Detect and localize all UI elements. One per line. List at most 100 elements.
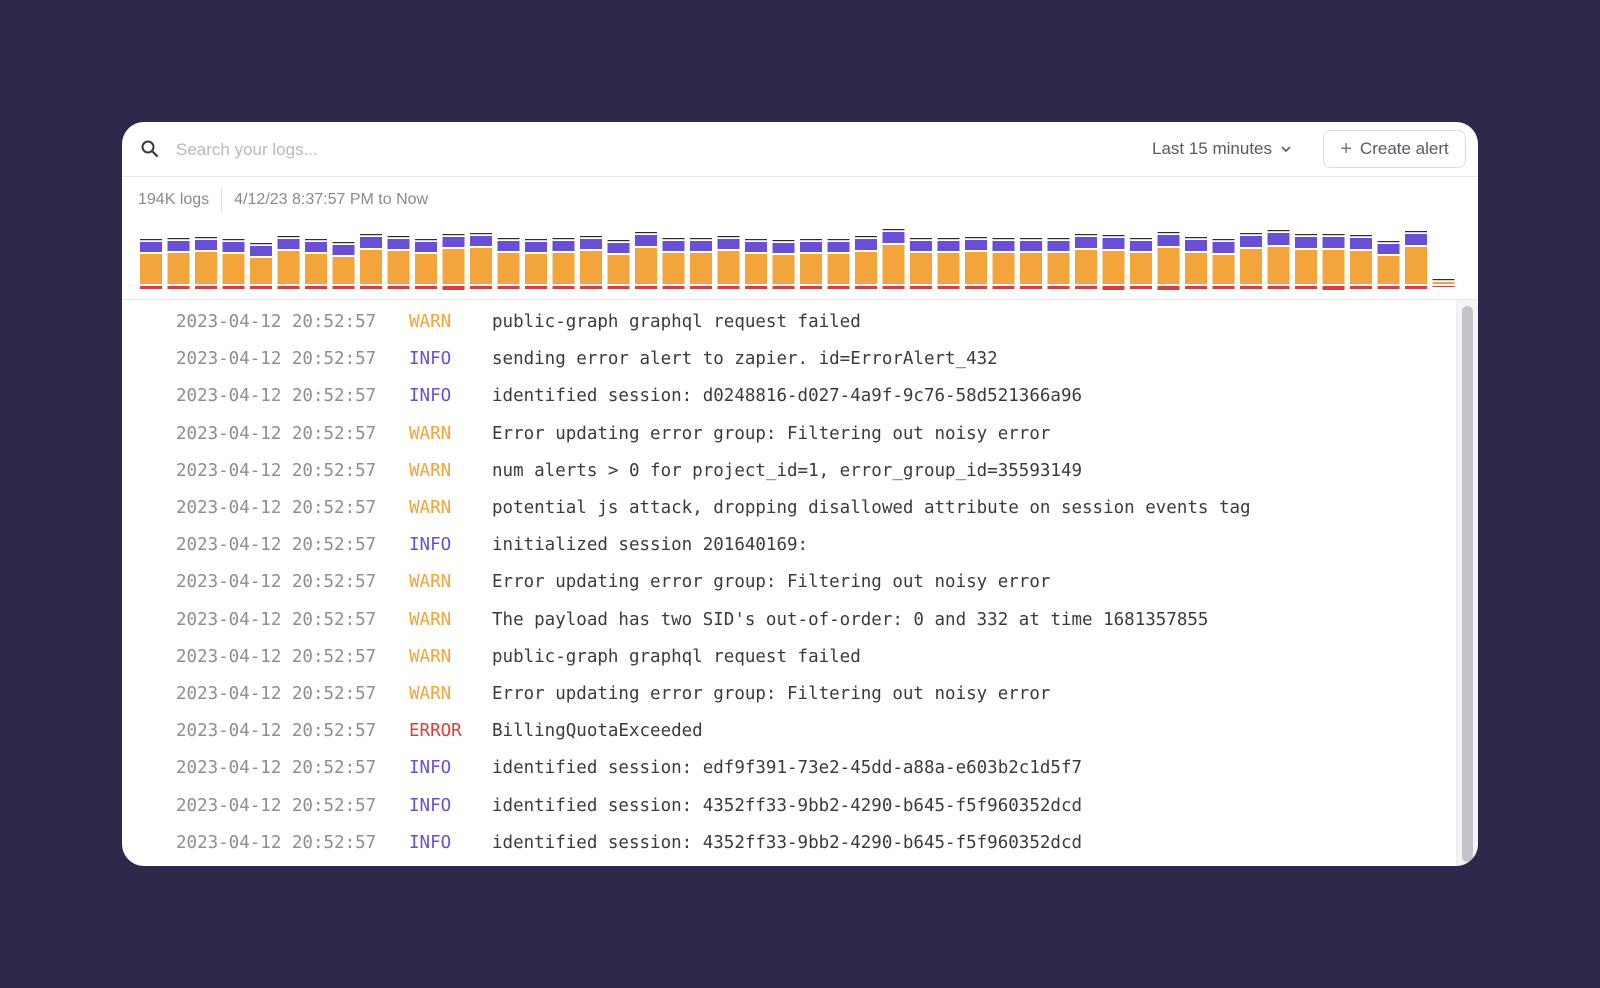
- histogram-bar-warn: [497, 253, 520, 284]
- histogram-bar-info: [662, 241, 685, 251]
- histogram-bar-error: [525, 286, 547, 289]
- histogram-bar-error: [250, 286, 272, 289]
- histogram-bar-warn: [855, 252, 877, 284]
- histogram-bar-warn: [195, 252, 217, 284]
- histogram-bar-other: [690, 238, 712, 240]
- log-row[interactable]: 2023-04-12 20:52:57 INFO identified sessio…: [122, 750, 1452, 786]
- histogram-bar-info: [1102, 238, 1125, 249]
- log-row[interactable]: 2023-04-12 20:52:57 INFO identified sessio…: [122, 825, 1452, 861]
- scrollbar-thumb[interactable]: [1462, 306, 1473, 862]
- histogram-bar-error: [800, 286, 822, 289]
- log-summary: 194K logs 4/12/23 8:37:57 PM to Now: [138, 188, 428, 212]
- histogram-bar-error: [167, 286, 190, 289]
- histogram-bar-info: [552, 241, 575, 251]
- plus-icon: +: [1340, 138, 1352, 160]
- histogram-bar-other: [470, 233, 492, 235]
- log-timestamp: 2023-04-12 20:52:57: [176, 460, 377, 481]
- histogram-bar-error: [965, 286, 987, 289]
- log-histogram[interactable]: [138, 224, 1458, 290]
- log-timestamp: 2023-04-12 20:52:57: [176, 832, 377, 853]
- log-message: num alerts > 0 for project_id=1, error_g…: [492, 460, 1083, 481]
- histogram-bar-other: [140, 239, 162, 241]
- log-message: Error updating error group: Filtering ou…: [492, 423, 1051, 444]
- log-message: identified session: d0248816-d027-4a9f-9…: [492, 386, 1083, 407]
- histogram-bar-info: [387, 239, 410, 249]
- histogram-bar-info: [497, 241, 520, 251]
- log-level: INFO: [409, 795, 452, 816]
- histogram-bar-warn: [1102, 251, 1125, 284]
- histogram-bar-other: [882, 229, 905, 231]
- log-row[interactable]: 2023-04-12 20:52:57 WARN Error updating er…: [122, 416, 1452, 452]
- time-range-select[interactable]: Last 15 minutes: [1152, 132, 1292, 166]
- histogram-bar-info: [1020, 241, 1042, 251]
- log-row[interactable]: 2023-04-12 20:52:57 WARN public-graph grap…: [122, 304, 1452, 340]
- histogram-bar-warn: [827, 254, 850, 284]
- histogram-bar-other: [1377, 241, 1400, 243]
- log-timestamp: 2023-04-12 20:52:57: [176, 646, 377, 667]
- log-level: WARN: [409, 312, 452, 332]
- histogram-bar-error: [717, 286, 740, 289]
- histogram-bar-info: [470, 236, 492, 246]
- log-level: WARN: [409, 609, 452, 630]
- histogram-bar-other: [635, 232, 657, 234]
- histogram-bar-warn: [607, 255, 630, 284]
- scrollbar[interactable]: [1456, 300, 1478, 866]
- histogram-bar-info: [415, 242, 437, 252]
- log-row[interactable]: 2023-04-12 20:52:57 WARN public-graph grap…: [122, 639, 1452, 675]
- histogram-bar-error: [1405, 286, 1427, 289]
- log-message: identified session: 4352ff33-9bb2-4290-b…: [492, 795, 1083, 816]
- histogram-bar-error: [552, 286, 575, 289]
- histogram-bar-info: [305, 242, 327, 252]
- histogram-bar-other: [1240, 233, 1262, 235]
- histogram-bar-info: [1047, 241, 1070, 251]
- histogram-bar-info: [1157, 235, 1180, 246]
- histogram-bar-other: [1157, 232, 1180, 234]
- log-message: Error updating error group: Filtering ou…: [492, 572, 1051, 593]
- histogram-bar-info: [360, 237, 382, 248]
- log-row[interactable]: 2023-04-12 20:52:57 WARN The payload has t…: [122, 602, 1452, 638]
- log-row[interactable]: 2023-04-12 20:52:57 WARN potential js atta…: [122, 490, 1452, 526]
- histogram-bar-info: [1322, 237, 1345, 248]
- histogram-bar-warn: [470, 248, 492, 284]
- histogram-bar-warn: [1295, 250, 1317, 284]
- histogram-bar-warn: [717, 251, 740, 284]
- histogram-bar-warn: [800, 254, 822, 284]
- log-row[interactable]: 2023-04-12 20:52:57 INFO sending error ale…: [122, 341, 1452, 377]
- histogram-bar-info: [1075, 237, 1097, 248]
- histogram-bar-info: [1130, 241, 1152, 251]
- log-row[interactable]: 2023-04-12 20:52:57 WARN Error updating er…: [122, 676, 1452, 712]
- log-row[interactable]: 2023-04-12 20:52:57 INFO identified sessio…: [122, 788, 1452, 824]
- log-row[interactable]: 2023-04-12 20:52:57 INFO identified sessio…: [122, 378, 1452, 414]
- log-message: BillingQuotaExceeded: [492, 721, 703, 742]
- histogram-bar-warn: [1267, 247, 1290, 284]
- histogram-bar-warn: [1157, 248, 1180, 284]
- create-alert-button[interactable]: + Create alert: [1323, 130, 1466, 168]
- histogram-bar-info: [222, 242, 245, 252]
- histogram-bar-other: [250, 243, 272, 245]
- histogram-bar-info: [525, 242, 547, 252]
- log-time-range: 4/12/23 8:37:57 PM to Now: [234, 191, 429, 208]
- histogram-bar-other: [387, 236, 410, 238]
- histogram-bar-error: [442, 286, 465, 290]
- histogram-bar-info: [607, 243, 630, 253]
- log-message: public-graph graphql request failed: [492, 646, 861, 667]
- histogram-bar-error: [1020, 286, 1042, 289]
- histogram-bar-other: [1102, 235, 1125, 237]
- histogram-bar-warn: [277, 251, 300, 284]
- histogram-bar-info: [1267, 233, 1290, 245]
- histogram-bar-info: [195, 240, 217, 250]
- histogram-bar-error: [360, 286, 382, 289]
- histogram-bar-other: [1130, 238, 1152, 240]
- create-alert-label: Create alert: [1359, 139, 1449, 158]
- log-row[interactable]: 2023-04-12 20:52:57 WARN Error updating er…: [122, 564, 1452, 600]
- log-row[interactable]: 2023-04-12 20:52:57 WARN num alerts > 0 fo…: [122, 453, 1452, 489]
- log-row[interactable]: 2023-04-12 20:52:57 ERROR BillingQuotaExce…: [122, 713, 1452, 749]
- log-row[interactable]: 2023-04-12 20:52:57 INFO initialized sessi…: [122, 527, 1452, 563]
- histogram-bar-other: [800, 239, 822, 241]
- search-input[interactable]: [174, 134, 1078, 166]
- histogram-bar-other: [1020, 238, 1042, 240]
- histogram-bar-warn: [772, 255, 795, 284]
- histogram-bar-other: [222, 239, 245, 241]
- log-timestamp: 2023-04-12 20:52:57: [176, 423, 377, 444]
